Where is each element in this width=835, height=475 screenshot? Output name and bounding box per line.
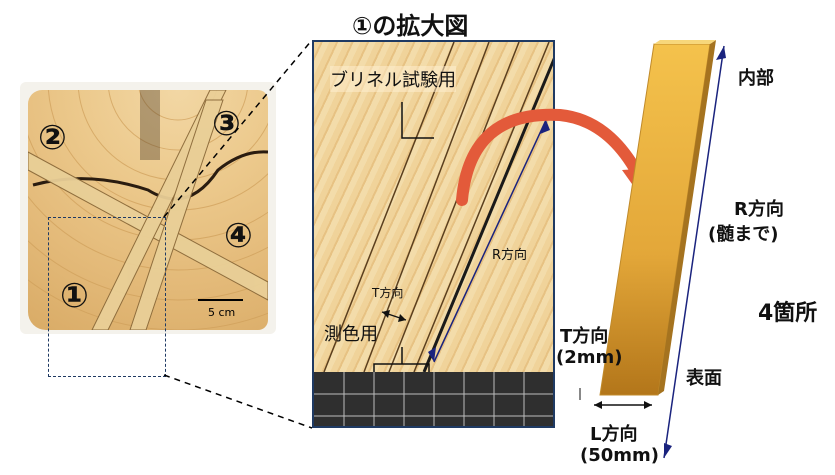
- specimen-r-label: R方向: [734, 199, 784, 220]
- section-number-1: ①: [60, 276, 89, 316]
- figure-title: ①の拡大図: [352, 12, 469, 40]
- brinell-test-label: ブリネル試験用: [330, 66, 456, 92]
- specimen-t-label: T方向: [560, 326, 609, 347]
- count-label: 4箇所: [758, 301, 818, 326]
- specimen-r-sub-label: (髄まで): [708, 224, 779, 245]
- scale-label: 5 cm: [208, 306, 236, 319]
- specimen-l-label: L方向: [590, 424, 638, 445]
- section-number-2: ②: [38, 118, 67, 158]
- zoom-r-direction-label: R方向: [492, 248, 528, 263]
- zoomed-photo: ブリネル試験用 R方向 T方向 測色用: [312, 40, 555, 428]
- color-measurement-label: 測色用: [324, 324, 378, 345]
- surface-label: 表面: [686, 368, 722, 389]
- zoom-selection-box: [48, 217, 166, 377]
- specimen-t-sub-label: (2mm): [556, 347, 623, 368]
- inner-label: 内部: [738, 68, 774, 89]
- zoom-t-direction-label: T方向: [372, 286, 404, 300]
- specimen-l-sub-label: (50mm): [580, 445, 660, 466]
- section-number-4: ④: [224, 216, 253, 256]
- zoomed-photo-drawing: [314, 42, 553, 426]
